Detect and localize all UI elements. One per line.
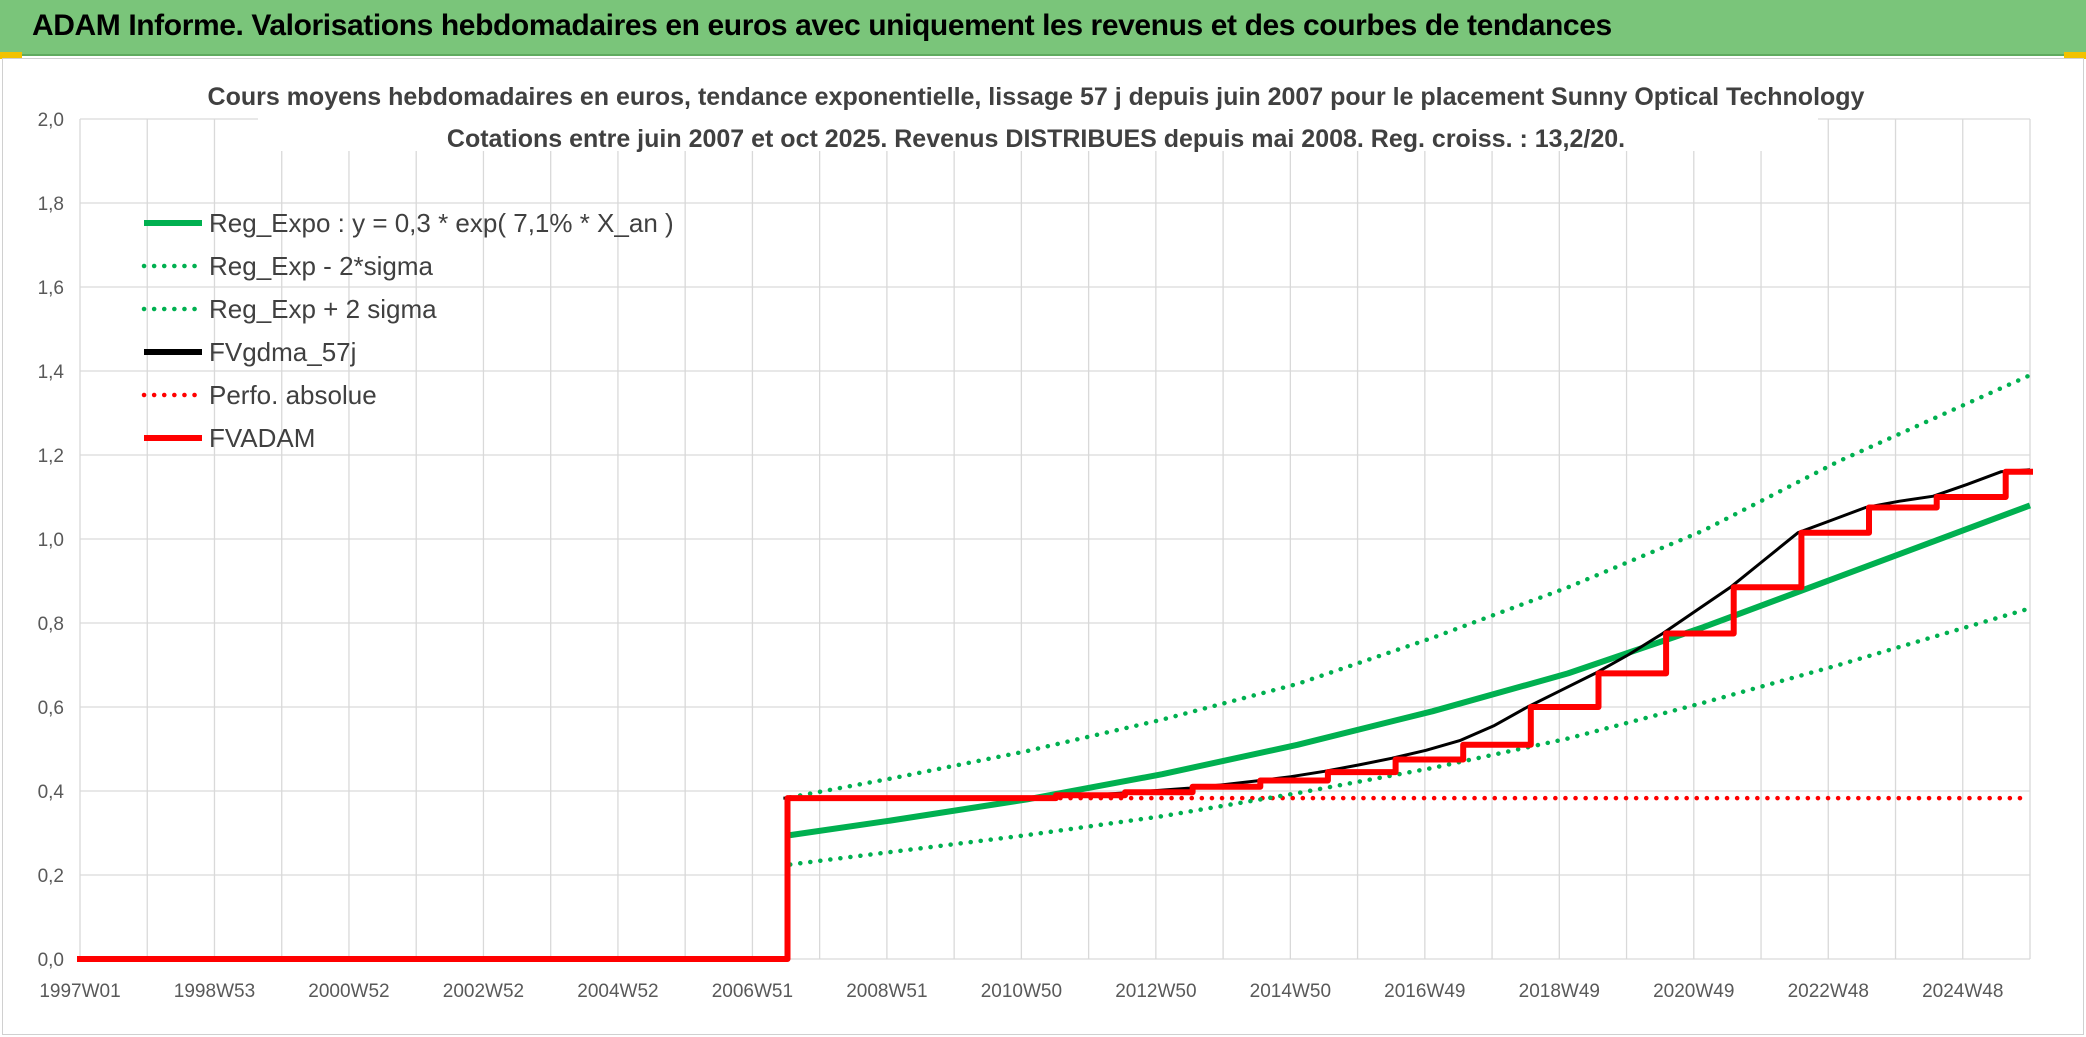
legend-label: Reg_Exp - 2*sigma bbox=[209, 251, 434, 281]
y-tick-label: 1,4 bbox=[38, 362, 65, 383]
x-tick-label: 2014W50 bbox=[1250, 981, 1331, 1002]
y-tick-label: 0,2 bbox=[38, 866, 64, 887]
chart-title-line-1: Cours moyens hebdomadaires en euros, ten… bbox=[208, 83, 1865, 111]
series-lines bbox=[77, 372, 2033, 962]
legend-entry: Perfo. absolue bbox=[141, 380, 377, 410]
legend-entry: FVgdma_57j bbox=[144, 337, 356, 367]
legend-label: Reg_Expo : y = 0,3 * exp( 7,1% * X_an ) bbox=[209, 208, 674, 238]
chart-frame: Cours moyens hebdomadaires en euros, ten… bbox=[2, 58, 2084, 1035]
corner-accent-right bbox=[2064, 52, 2086, 59]
x-tick-label: 2004W52 bbox=[577, 981, 658, 1002]
x-tick-label: 2012W50 bbox=[1115, 981, 1196, 1002]
chart-title: Cours moyens hebdomadaires en euros, ten… bbox=[208, 71, 1865, 153]
line-chart: Cours moyens hebdomadaires en euros, ten… bbox=[38, 71, 2033, 1002]
axis-tick-labels: 0,0 0,2 0,4 0,6 0,8 1,0 1,2 1,4 1,6 1,8 2,0 1997W01… bbox=[38, 110, 2004, 1002]
y-tick-label: 1,8 bbox=[38, 194, 64, 215]
chart-title-line-2: Cotations entre juin 2007 et oct 2025. R… bbox=[447, 125, 1625, 153]
legend-label: FVgdma_57j bbox=[209, 337, 356, 367]
series-reg-expo-y-0-3-exp-7-1-x-an bbox=[789, 502, 2032, 839]
y-tick-label: 0,6 bbox=[38, 698, 64, 719]
legend-entry: Reg_Exp + 2 sigma bbox=[141, 294, 437, 324]
y-tick-label: 1,6 bbox=[38, 278, 64, 299]
legend-entry: Reg_Exp - 2*sigma bbox=[141, 251, 434, 281]
series-reg-exp-2-sigma bbox=[787, 606, 2033, 867]
x-tick-label: 2020W49 bbox=[1653, 981, 1734, 1002]
y-tick-label: 0,4 bbox=[38, 782, 65, 803]
x-tick-label: 2000W52 bbox=[308, 981, 389, 1002]
legend-entry: Reg_Expo : y = 0,3 * exp( 7,1% * X_an ) bbox=[144, 208, 674, 238]
x-tick-label: 2006W51 bbox=[712, 981, 793, 1002]
x-tick-label: 1998W53 bbox=[174, 981, 255, 1002]
x-tick-label: 2022W48 bbox=[1788, 981, 1869, 1002]
x-tick-label: 2018W49 bbox=[1519, 981, 1600, 1002]
y-tick-label: 0,8 bbox=[38, 614, 64, 635]
x-tick-label: 2016W49 bbox=[1384, 981, 1465, 1002]
corner-accent-left bbox=[0, 52, 22, 59]
report-title: ADAM Informe. Valorisations hebdomadaire… bbox=[32, 9, 1612, 42]
y-tick-label: 1,0 bbox=[38, 530, 64, 551]
chart-legend: Reg_Expo : y = 0,3 * exp( 7,1% * X_an ) R… bbox=[141, 208, 674, 453]
y-tick-label: 2,0 bbox=[38, 110, 64, 131]
series-fvadam bbox=[77, 468, 2033, 962]
series-reg-exp-2-sigma bbox=[787, 372, 2033, 800]
report-banner: ADAM Informe. Valorisations hebdomadaire… bbox=[0, 0, 2086, 56]
grid-lines bbox=[79, 118, 2031, 960]
legend-label: Perfo. absolue bbox=[209, 380, 377, 410]
y-tick-label: 0,0 bbox=[38, 950, 64, 971]
legend-entry: FVADAM bbox=[144, 423, 315, 453]
legend-label: FVADAM bbox=[209, 423, 315, 453]
x-tick-label: 1997W01 bbox=[39, 981, 120, 1002]
series-fvgdma-57j bbox=[783, 468, 2031, 800]
series-perfo-absolue bbox=[77, 795, 2033, 962]
x-tick-label: 2024W48 bbox=[1922, 981, 2003, 1002]
y-tick-label: 1,2 bbox=[38, 446, 64, 467]
legend-label: Reg_Exp + 2 sigma bbox=[209, 294, 437, 324]
x-tick-label: 2008W51 bbox=[846, 981, 927, 1002]
x-tick-label: 2002W52 bbox=[443, 981, 524, 1002]
x-tick-label: 2010W50 bbox=[981, 981, 1062, 1002]
